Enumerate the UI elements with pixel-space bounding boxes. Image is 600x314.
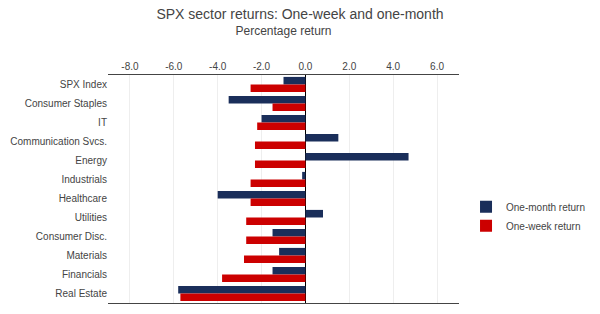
svg-text:Industrials: Industrials <box>61 174 107 185</box>
svg-text:0.0: 0.0 <box>298 61 312 72</box>
svg-text:SPX Index: SPX Index <box>60 79 107 90</box>
svg-text:Energy: Energy <box>75 155 107 166</box>
svg-text:One-week return: One-week return <box>506 221 580 232</box>
svg-text:SPX sector returns: One-week a: SPX sector returns: One-week and one-mon… <box>156 6 443 22</box>
svg-text:Financials: Financials <box>62 269 107 280</box>
svg-text:IT: IT <box>98 117 107 128</box>
svg-text:Consumer Disc.: Consumer Disc. <box>36 231 107 242</box>
svg-text:6.0: 6.0 <box>430 61 444 72</box>
svg-text:One-month return: One-month return <box>506 202 585 213</box>
svg-text:-6.0: -6.0 <box>165 61 183 72</box>
svg-text:Real Estate: Real Estate <box>55 288 107 299</box>
svg-text:Communication Svcs.: Communication Svcs. <box>10 136 107 147</box>
svg-text:2.0: 2.0 <box>342 61 356 72</box>
svg-text:-2.0: -2.0 <box>253 61 271 72</box>
svg-text:-8.0: -8.0 <box>121 61 139 72</box>
svg-text:4.0: 4.0 <box>386 61 400 72</box>
svg-text:Percentage return: Percentage return <box>235 24 331 38</box>
svg-text:Consumer Staples: Consumer Staples <box>25 98 107 109</box>
svg-text:-4.0: -4.0 <box>209 61 227 72</box>
svg-text:Materials: Materials <box>66 250 107 261</box>
svg-text:Healthcare: Healthcare <box>59 193 108 204</box>
svg-text:Utilities: Utilities <box>75 212 107 223</box>
